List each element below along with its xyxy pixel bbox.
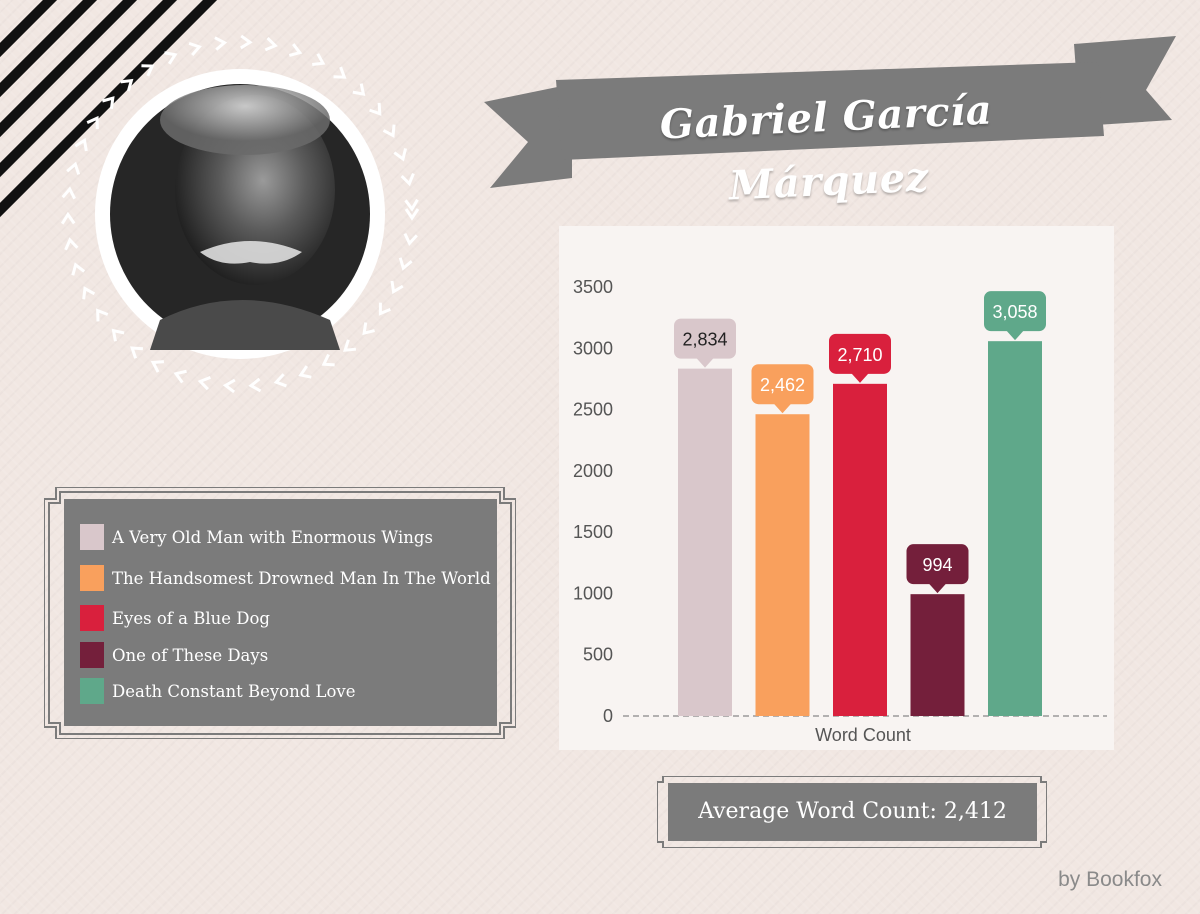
- y-tick-label: 0: [603, 706, 613, 726]
- data-label: 2,710: [837, 345, 882, 365]
- y-tick-label: 2500: [573, 400, 613, 420]
- byline: by Bookfox: [1058, 868, 1162, 891]
- legend-label: A Very Old Man with Enormous Wings: [112, 527, 433, 547]
- data-label-callout: [984, 291, 1046, 332]
- legend-label: The Handsomest Drowned Man In The World: [112, 568, 491, 588]
- chart-legend: A Very Old Man with Enormous Wings The H…: [64, 499, 497, 726]
- chart-canvas: 0 500 1000 1500 2000 2500 3000 3500 2,834 2,462 2,…: [573, 277, 1107, 745]
- bar: [678, 368, 732, 716]
- x-axis-label: Word Count: [815, 725, 911, 745]
- data-label-callout: [751, 364, 814, 405]
- legend-item: The Handsomest Drowned Man In The World: [80, 565, 491, 591]
- data-label: 2,834: [682, 330, 727, 350]
- data-label-callout: [674, 318, 736, 359]
- legend-swatch: [80, 565, 104, 591]
- bar: [988, 341, 1042, 716]
- legend-item: One of These Days: [80, 642, 268, 668]
- legend-label: Death Constant Beyond Love: [112, 681, 356, 701]
- author-portrait: [60, 34, 420, 394]
- legend-swatch: [80, 605, 104, 631]
- legend-frame: [44, 487, 516, 739]
- callout-pointer: [928, 583, 947, 594]
- y-tick-label: 500: [583, 645, 613, 665]
- bar: [910, 594, 965, 716]
- legend-swatch: [80, 524, 104, 550]
- legend-item: Death Constant Beyond Love: [80, 678, 356, 704]
- bar-chart: 0 500 1000 1500 2000 2500 3000 3500 2,834 2,462 2,…: [559, 226, 1114, 750]
- callout-pointer: [696, 357, 714, 368]
- legend-swatch: [80, 642, 104, 668]
- legend-item: Eyes of a Blue Dog: [80, 605, 270, 631]
- data-label: 3,058: [992, 302, 1037, 322]
- data-label: 994: [922, 555, 952, 575]
- y-tick-label: 1500: [573, 522, 613, 542]
- y-tick-label: 2000: [573, 461, 613, 481]
- y-tick-label: 3000: [573, 338, 613, 358]
- legend-swatch: [80, 678, 104, 704]
- data-label-callout: [829, 333, 891, 374]
- callout-pointer: [851, 372, 869, 383]
- title-ribbon: [484, 36, 1176, 188]
- y-tick-label: 3500: [573, 277, 613, 297]
- legend-label: Eyes of a Blue Dog: [112, 608, 270, 628]
- y-tick-label: 1000: [573, 583, 613, 603]
- callout-pointer: [1006, 330, 1024, 341]
- average-word-count: Average Word Count: 2,412: [668, 783, 1037, 841]
- callout-pointer: [773, 403, 792, 414]
- average-frame: [657, 776, 1047, 848]
- legend-label: One of These Days: [112, 645, 269, 665]
- legend-item: A Very Old Man with Enormous Wings: [80, 524, 433, 550]
- chevron-wreath-icon: [60, 34, 420, 394]
- data-label-callout: [906, 544, 969, 585]
- bar: [755, 414, 810, 716]
- data-label: 2,462: [760, 375, 805, 395]
- bar: [833, 383, 887, 716]
